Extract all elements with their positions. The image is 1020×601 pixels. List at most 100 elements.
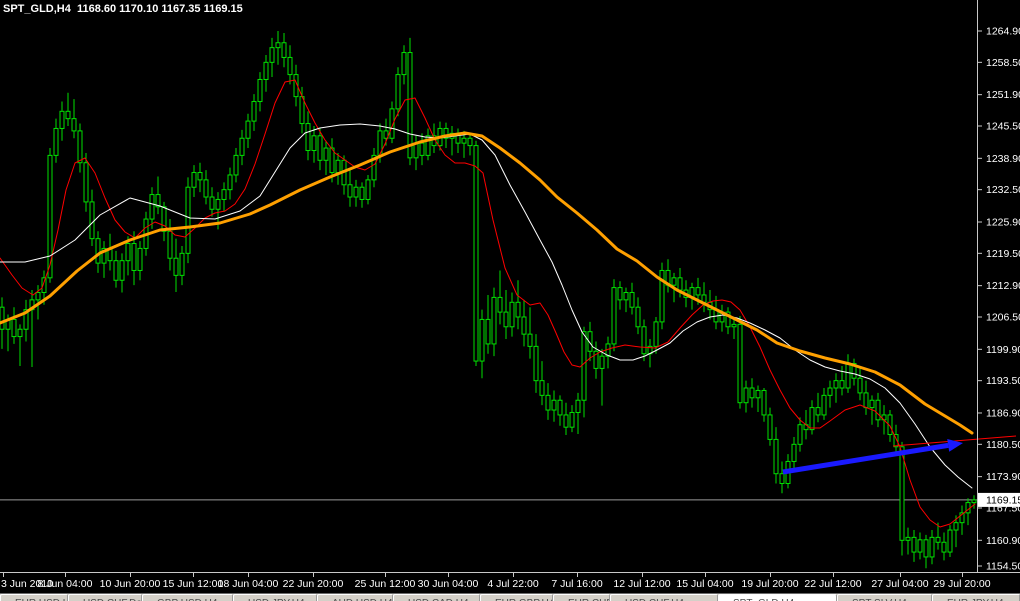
- candle-body: [275, 42, 281, 49]
- candle: [521, 299, 527, 347]
- candle-body: [947, 529, 953, 553]
- candle-body: [893, 434, 899, 448]
- time-tick-label: 22 Jun 20:00: [282, 578, 344, 590]
- chart-tab-usd-chf-h4[interactable]: USD CHF,H4: [610, 594, 718, 601]
- candle: [581, 326, 587, 418]
- time-axis[interactable]: 3 Jun 2010 8 Jun 04:00 10 Jun 20:00 15 Jun …: [0, 572, 1020, 593]
- candle: [761, 388, 767, 422]
- candle-body: [953, 522, 959, 531]
- chart-tab-usd-jpy-h4[interactable]: USD JPY,H4: [233, 594, 317, 601]
- chart-tab-label: EUR JPY,H4: [933, 595, 1019, 601]
- candle: [845, 354, 851, 393]
- candle: [779, 461, 785, 494]
- candle: [947, 525, 953, 557]
- chart-tab-usd-cad-h4[interactable]: USD CAD,H4: [393, 594, 480, 601]
- candle: [497, 270, 503, 325]
- chart-tab-label: USD CHF,Daily: [69, 595, 141, 601]
- candle: [53, 118, 59, 163]
- candle-body: [101, 247, 107, 264]
- candle: [851, 358, 857, 386]
- candle: [539, 361, 545, 406]
- time-tick: [385, 573, 386, 577]
- current-price-marker: 1169.15: [978, 492, 1020, 507]
- candle: [863, 380, 869, 415]
- chart-tab-spt-gld-h4[interactable]: SPT_GLD,H4: [718, 594, 837, 601]
- candle-body: [179, 252, 185, 276]
- candle: [293, 64, 299, 107]
- candle-body: [71, 118, 77, 132]
- candle-body: [251, 101, 257, 122]
- candle: [809, 400, 815, 435]
- chart-tab-usd-chf-daily[interactable]: USD CHF,Daily: [68, 594, 142, 601]
- chart-tab-eur-jpy-h4[interactable]: EUR JPY,H4: [932, 594, 1020, 601]
- candle: [485, 294, 491, 354]
- candle-body: [89, 201, 95, 240]
- time-tick-label: 29 Jul 20:00: [933, 578, 991, 590]
- price-chart[interactable]: 1264.90 1258.50 1251.90 1245.50 1238.90 1232.…: [0, 0, 1020, 572]
- candle-body: [269, 47, 275, 63]
- price-scale[interactable]: 1264.90 1258.50 1251.90 1245.50 1238.90 1232.…: [977, 0, 1020, 572]
- candle-body: [839, 380, 845, 389]
- candle: [587, 321, 593, 362]
- candle: [839, 365, 845, 396]
- candle-body: [83, 162, 89, 203]
- candle: [287, 45, 293, 85]
- candle: [131, 231, 137, 286]
- candle: [275, 31, 281, 65]
- candle: [593, 341, 599, 379]
- chart-tab-spt-slv-h4[interactable]: SPT SLV,H4: [837, 594, 932, 601]
- candle: [953, 515, 959, 548]
- candle: [515, 280, 521, 330]
- candle: [545, 383, 551, 420]
- candle: [797, 417, 803, 452]
- candle-body: [671, 277, 677, 286]
- chart-tab-eur-usd-h4[interactable]: EUR USD,H4: [0, 594, 68, 601]
- candle: [413, 135, 419, 171]
- candle: [455, 128, 461, 153]
- candle: [197, 162, 203, 193]
- time-tick: [65, 573, 66, 577]
- candle: [449, 126, 455, 156]
- candle-body: [917, 539, 923, 553]
- candle-body: [365, 179, 371, 200]
- candle-body: [851, 363, 857, 379]
- candle-body: [209, 196, 215, 210]
- time-tick: [900, 573, 901, 577]
- chart-tab-gbp-usd-h4[interactable]: GBP USD,H4: [142, 594, 233, 601]
- candle-body: [929, 536, 935, 558]
- chart-tab-eur-chf-h4[interactable]: EUR CHF,H4: [553, 594, 610, 601]
- chart-tab-label: AUD USD,H4: [318, 595, 392, 601]
- candle-body: [47, 154, 53, 279]
- time-tick-label: 4 Jul 22:00: [487, 578, 539, 590]
- candle: [17, 324, 23, 366]
- candle: [137, 241, 143, 281]
- candle-body: [119, 260, 125, 281]
- candle: [935, 522, 941, 550]
- candle: [563, 402, 569, 436]
- chart-tab-aud-usd-h4[interactable]: AUD USD,H4: [317, 594, 393, 601]
- candle: [743, 380, 749, 413]
- candle-body: [191, 172, 197, 188]
- time-tick: [130, 573, 131, 577]
- blue-trend-arrow[interactable]: [782, 439, 963, 475]
- candle-body: [155, 194, 161, 208]
- candle: [665, 259, 671, 293]
- candle-body: [167, 230, 173, 259]
- candle: [71, 99, 77, 139]
- candle: [551, 390, 557, 422]
- candle: [257, 72, 263, 112]
- candle: [365, 174, 371, 205]
- candle-body: [809, 407, 815, 431]
- candles-group: [0, 31, 977, 569]
- candle-body: [743, 387, 749, 404]
- chart-tab-label: USD JPY,H4: [234, 595, 316, 601]
- candle-body: [821, 394, 827, 416]
- candle: [305, 111, 311, 161]
- chart-tab-eur-gbp-h4[interactable]: EUR GBP,H4: [480, 594, 553, 601]
- price-tick-label: 1264.90: [986, 26, 1020, 38]
- candle-body: [479, 318, 485, 362]
- candle-body: [857, 377, 863, 394]
- candle-body: [389, 108, 395, 139]
- candle-body: [911, 536, 917, 553]
- candle: [605, 336, 611, 369]
